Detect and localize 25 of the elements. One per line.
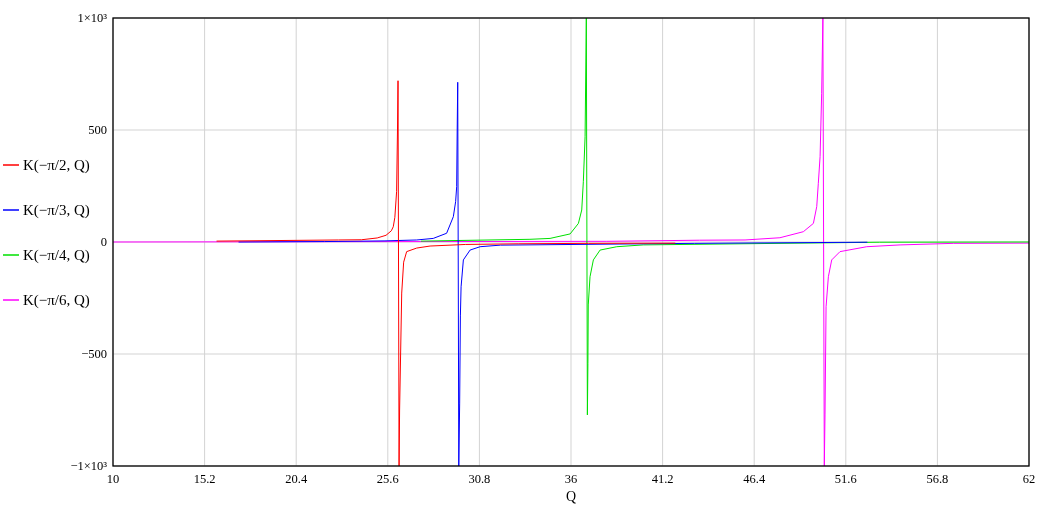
legend-label: K(−π/6, Q) <box>23 292 90 310</box>
line-series <box>420 17 1029 416</box>
x-tick-label: 30.8 <box>468 472 491 486</box>
legend-label: K(−π/3, Q) <box>23 202 90 220</box>
x-tick-label: 36 <box>564 472 578 486</box>
x-axis-title: Q <box>565 489 577 504</box>
x-tick-label: 15.2 <box>193 472 216 486</box>
x-tick-label: 10 <box>106 472 120 486</box>
x-tick-label: 25.6 <box>376 472 399 486</box>
x-tick-label: 20.4 <box>285 472 308 486</box>
legend-label: K(−π/2, Q) <box>23 157 90 175</box>
legend-label: K(−π/4, Q) <box>23 247 90 265</box>
y-tick-label: 0 <box>100 235 107 250</box>
x-tick-label: 56.8 <box>926 472 949 486</box>
line-series <box>238 81 868 467</box>
x-tick-label: 41.2 <box>651 472 674 486</box>
line-series <box>216 80 676 467</box>
y-tick-label: −500 <box>81 347 107 362</box>
line-series <box>113 17 1029 467</box>
y-tick-label: 500 <box>88 123 107 138</box>
y-tick-label: 1×10³ <box>77 11 108 26</box>
x-tick-label: 62 <box>1022 472 1036 486</box>
x-tick-label: 46.4 <box>743 472 766 486</box>
y-tick-label: −1×10³ <box>70 459 108 474</box>
x-tick-label: 51.6 <box>834 472 857 486</box>
